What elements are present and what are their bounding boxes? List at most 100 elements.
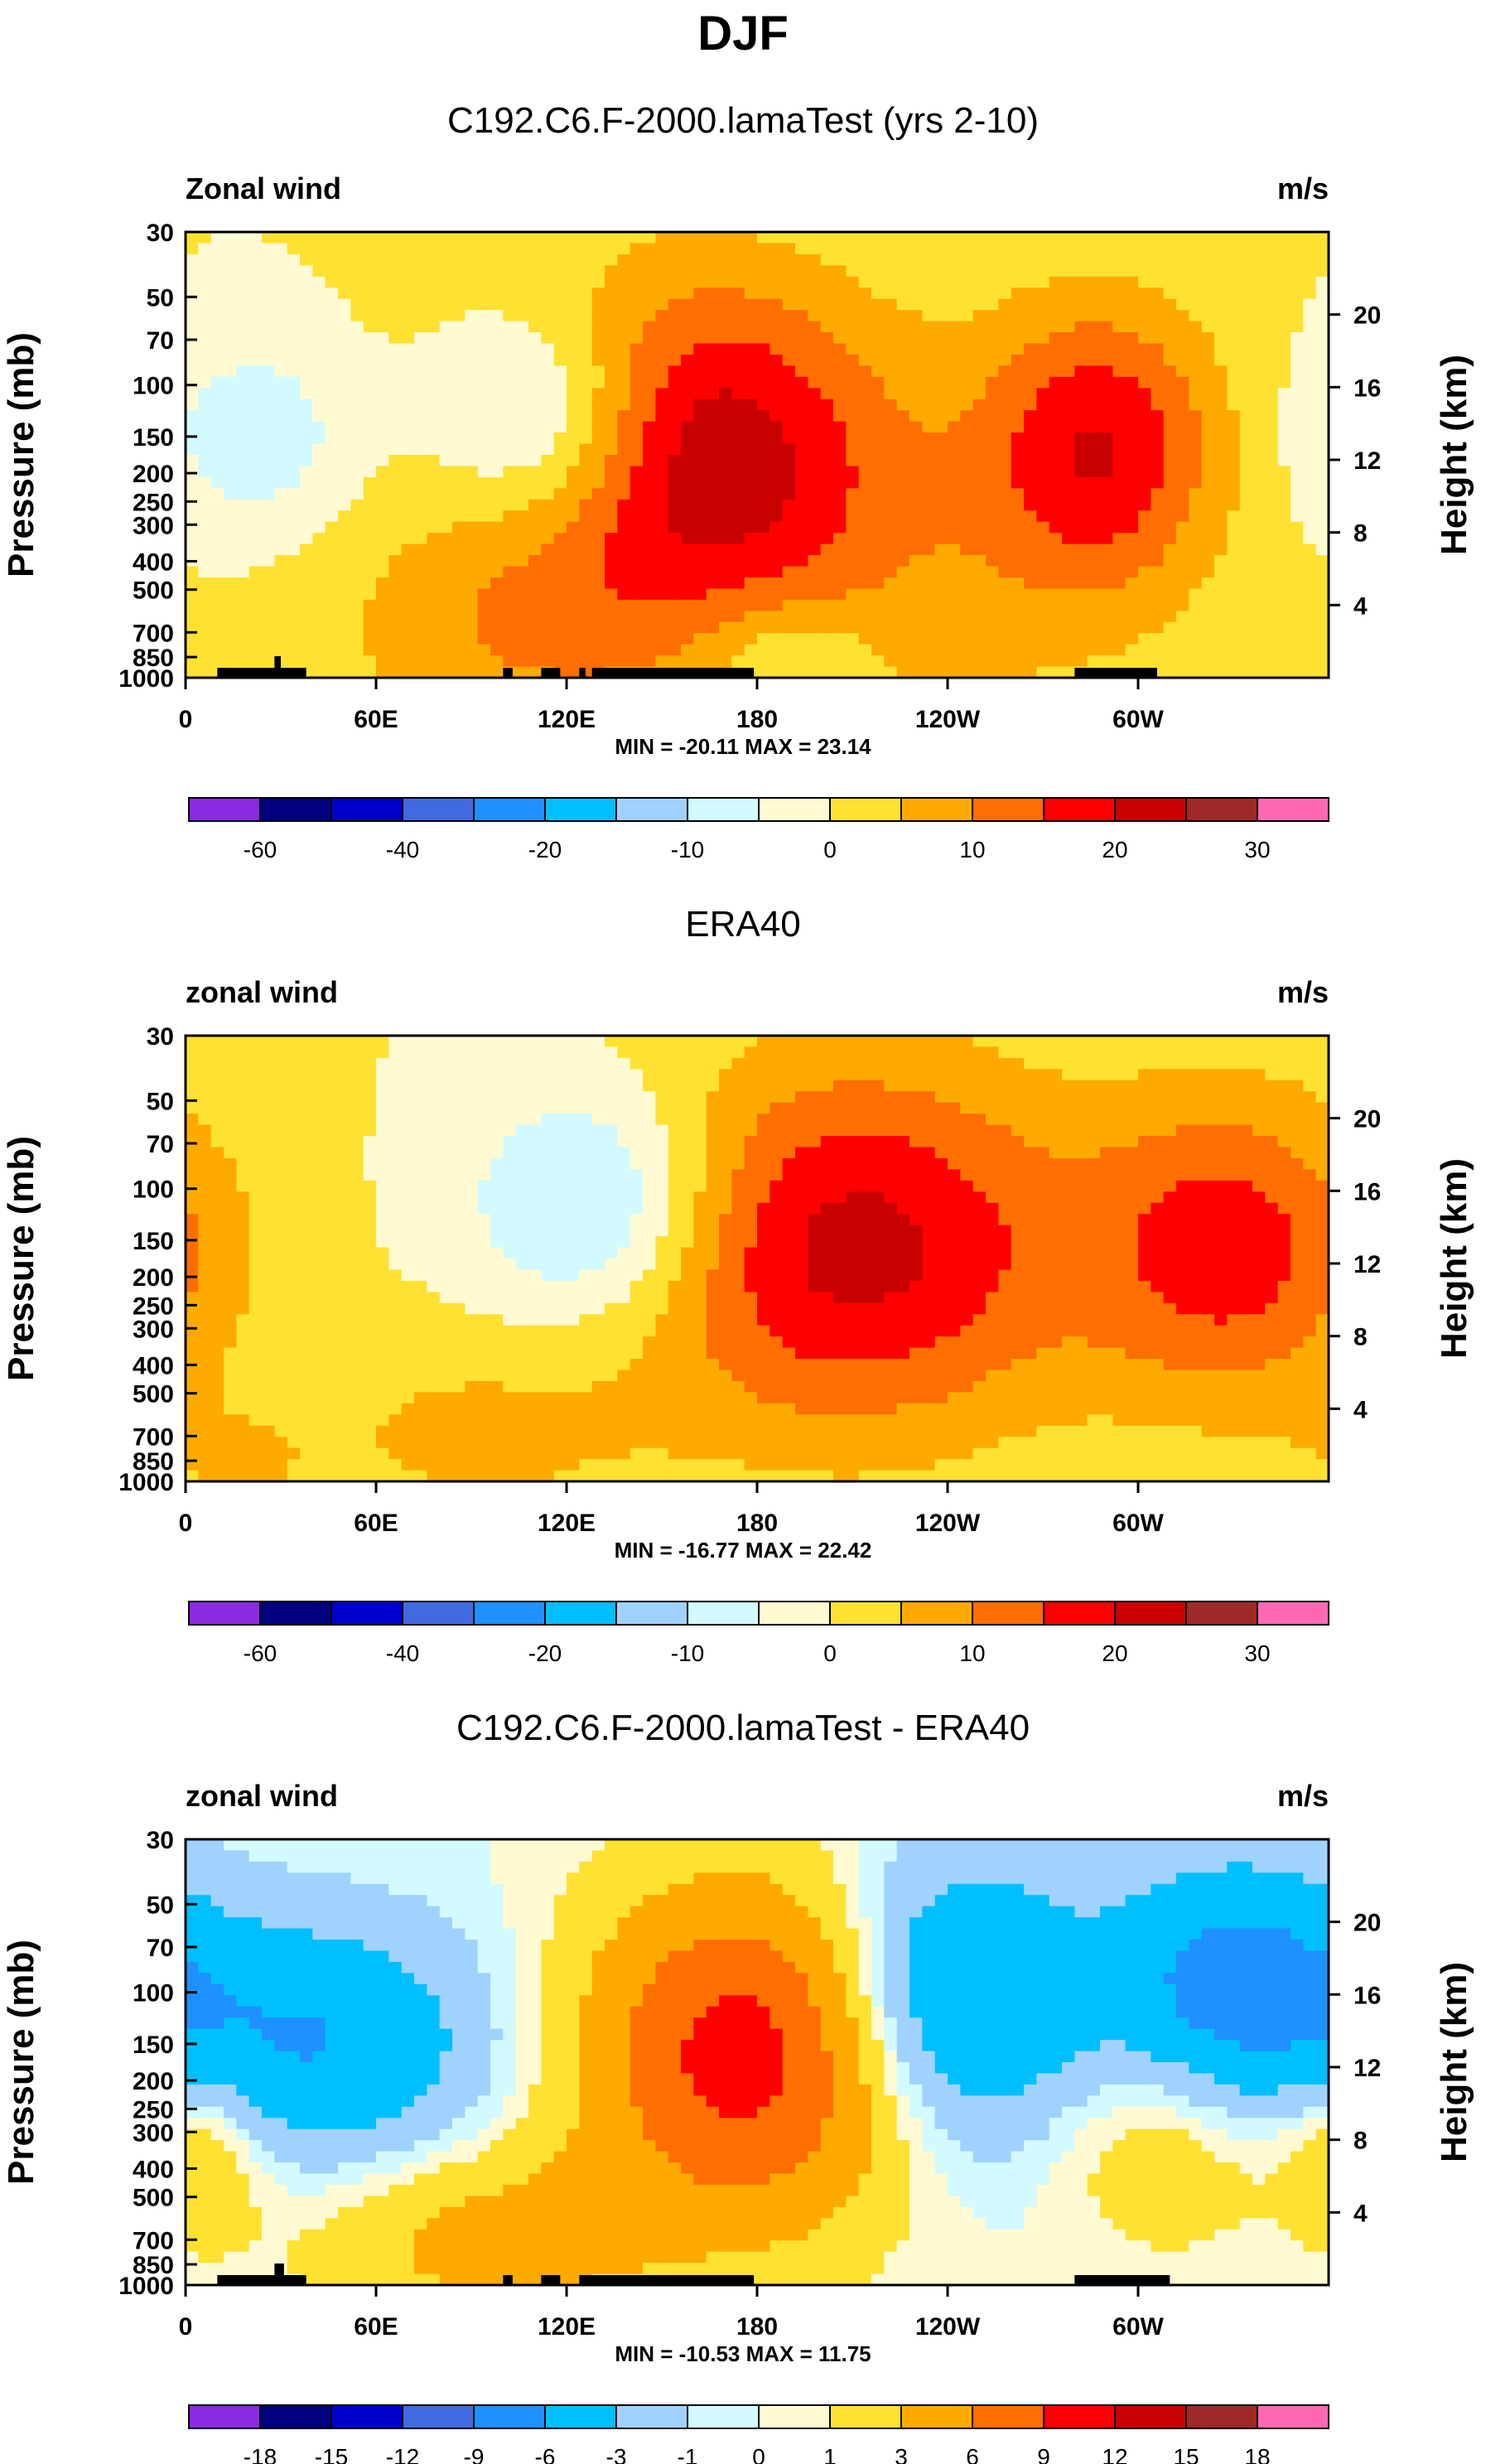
contour-cell: [567, 510, 580, 523]
contour-cell: [1074, 1114, 1088, 1126]
contour-cell: [528, 655, 542, 668]
contour-cell: [858, 243, 872, 255]
contour-cell: [896, 588, 910, 601]
contour-cell: [681, 1080, 694, 1092]
contour-cell: [325, 521, 339, 534]
contour-cell: [1227, 443, 1241, 456]
contour-cell: [1062, 343, 1075, 355]
contour-cell: [909, 365, 923, 378]
contour-cell: [541, 1157, 555, 1170]
contour-cell: [960, 254, 974, 266]
contour-cell: [186, 655, 199, 668]
contour-cell: [960, 1124, 974, 1137]
contour-cell: [922, 298, 936, 311]
contour-cell: [1112, 1180, 1127, 1192]
contour-cell: [1062, 399, 1075, 411]
contour-cell: [1163, 644, 1177, 656]
contour-cell: [1201, 232, 1215, 244]
contour-cell: [1291, 499, 1304, 511]
contour-cell: [846, 588, 860, 601]
contour-cell: [833, 1091, 847, 1104]
contour-cell: [1074, 533, 1088, 545]
contour-cell: [617, 1069, 631, 1081]
contour-cell: [1112, 533, 1127, 545]
contour-cell: [1265, 599, 1279, 611]
contour-cell: [1049, 232, 1063, 244]
contour-cell: [808, 577, 822, 589]
contour-cell: [820, 388, 834, 400]
contour-cell: [1138, 310, 1151, 322]
contour-cell: [186, 633, 199, 645]
contour-cell: [350, 555, 364, 568]
contour-cell: [388, 544, 403, 556]
contour-cell: [477, 1169, 491, 1181]
contour-cell: [1100, 287, 1113, 300]
contour-cell: [630, 1124, 644, 1137]
contour-cell: [846, 232, 860, 244]
contour-cell: [388, 1102, 403, 1114]
contour-cell: [210, 298, 224, 311]
contour-cell: [414, 611, 427, 623]
contour-cell: [376, 254, 389, 266]
contour-cell: [338, 599, 351, 611]
contour-cell: [948, 1180, 961, 1192]
contour-cell: [198, 276, 212, 288]
contour-cell: [1252, 521, 1266, 534]
contour-cell: [871, 533, 885, 545]
contour-cell: [655, 243, 669, 255]
contour-cell: [465, 354, 479, 366]
contour-cell: [731, 443, 745, 456]
contour-cell: [236, 555, 250, 568]
contour-cell: [300, 1036, 313, 1048]
contour-cell: [274, 1147, 288, 1159]
contour-cell: [1277, 1157, 1291, 1170]
colorbar-box: [544, 797, 617, 822]
contour-cell: [655, 488, 669, 500]
contour-cell: [401, 1046, 415, 1059]
contour-cell: [605, 254, 618, 266]
contour-cell: [363, 421, 377, 433]
contour-cell: [795, 276, 808, 288]
contour-cell: [503, 644, 517, 656]
contour-cell: [1125, 410, 1139, 423]
contour-cell: [782, 265, 796, 278]
contour-cell: [643, 1124, 656, 1137]
contour-cell: [1315, 621, 1329, 634]
contour-cell: [630, 1057, 644, 1070]
contour-cell: [248, 611, 263, 623]
contour-cell: [363, 388, 377, 400]
contour-cell: [605, 232, 618, 244]
contour-cell: [1138, 1057, 1151, 1070]
contour-cell: [1277, 1057, 1291, 1070]
contour-cell: [1265, 332, 1279, 345]
contour-cell: [630, 265, 644, 278]
contour-cell: [884, 1124, 898, 1137]
contour-cell: [782, 310, 796, 322]
contour-cell: [1138, 410, 1151, 423]
contour-cell: [986, 276, 999, 288]
contour-cell: [1074, 566, 1088, 578]
contour-cell: [706, 611, 720, 623]
colorbar-box: [1043, 797, 1116, 822]
contour-cell: [655, 1136, 669, 1148]
contour-cell: [1087, 399, 1101, 411]
contour-cell: [1024, 365, 1037, 378]
contour-cell: [1201, 1046, 1215, 1059]
contour-cell: [605, 455, 618, 467]
contour-cell: [1087, 1180, 1101, 1192]
contour-cell: [706, 354, 720, 366]
contour-cell: [414, 566, 427, 578]
contour-cell: [986, 1069, 999, 1081]
contour-cell: [1265, 1102, 1279, 1114]
contour-cell: [1303, 310, 1317, 322]
contour-cell: [287, 365, 301, 378]
contour-cell: [465, 599, 479, 611]
contour-cell: [744, 232, 758, 244]
contour-cell: [210, 521, 224, 534]
contour-cell: [325, 466, 339, 478]
contour-cell: [376, 287, 389, 300]
contour-cell: [312, 1080, 326, 1092]
contour-cell: [1125, 599, 1139, 611]
contour-cell: [1227, 232, 1241, 244]
contour-cell: [477, 1057, 491, 1070]
